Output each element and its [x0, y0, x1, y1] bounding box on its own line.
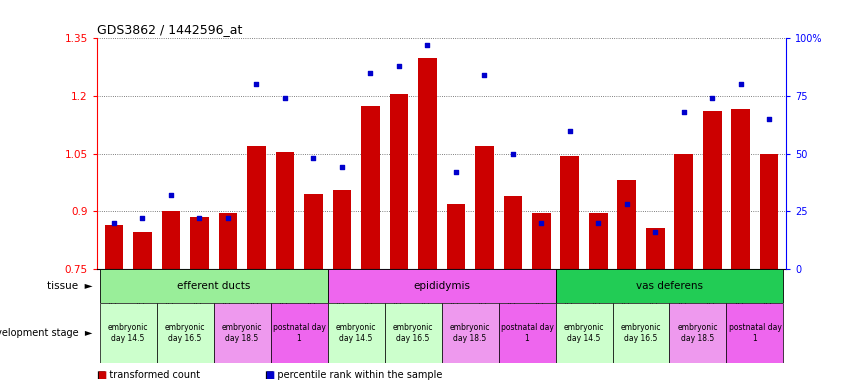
Bar — [304, 194, 323, 269]
Point — [193, 215, 206, 221]
Point — [763, 116, 776, 122]
Bar — [617, 180, 636, 269]
Point — [278, 95, 292, 101]
Text: embryonic
day 18.5: embryonic day 18.5 — [450, 323, 490, 343]
Text: vas deferens: vas deferens — [636, 281, 703, 291]
Bar — [674, 154, 693, 269]
Text: efferent ducts: efferent ducts — [177, 281, 251, 291]
Point — [420, 42, 434, 48]
Bar — [532, 213, 551, 269]
Bar — [703, 111, 722, 269]
Point — [449, 169, 463, 175]
Point — [734, 81, 748, 88]
Bar — [384, 303, 442, 363]
Bar — [214, 303, 271, 363]
Bar — [247, 146, 266, 269]
Bar — [99, 303, 156, 363]
Bar — [556, 269, 784, 303]
Bar — [156, 303, 214, 363]
Text: development stage  ►: development stage ► — [0, 328, 93, 338]
Text: tissue  ►: tissue ► — [47, 281, 93, 291]
Point — [620, 201, 633, 207]
Point — [535, 220, 548, 226]
Bar — [727, 303, 784, 363]
Point — [648, 229, 662, 235]
Bar — [327, 269, 556, 303]
Point — [363, 70, 377, 76]
Text: embryonic
day 14.5: embryonic day 14.5 — [108, 323, 148, 343]
Text: ■ percentile rank within the sample: ■ percentile rank within the sample — [265, 370, 442, 380]
Bar — [418, 58, 436, 269]
Point — [307, 155, 320, 161]
Text: postnatal day
1: postnatal day 1 — [500, 323, 553, 343]
Text: GDS3862 / 1442596_at: GDS3862 / 1442596_at — [97, 23, 242, 36]
Point — [706, 95, 719, 101]
Bar — [389, 94, 408, 269]
Bar — [447, 204, 465, 269]
Text: ■: ■ — [97, 370, 106, 380]
Point — [677, 109, 690, 115]
Point — [392, 63, 405, 69]
Bar — [646, 228, 664, 269]
Text: ■ transformed count: ■ transformed count — [97, 370, 200, 380]
Bar — [732, 109, 750, 269]
Bar — [475, 146, 494, 269]
Text: embryonic
day 18.5: embryonic day 18.5 — [222, 323, 262, 343]
Bar — [271, 303, 327, 363]
Bar — [669, 303, 727, 363]
Text: ■: ■ — [265, 370, 274, 380]
Bar — [327, 303, 384, 363]
Bar — [442, 303, 499, 363]
Bar — [760, 154, 779, 269]
Point — [591, 220, 605, 226]
Bar — [133, 232, 151, 269]
Text: embryonic
day 14.5: embryonic day 14.5 — [563, 323, 604, 343]
Text: epididymis: epididymis — [413, 281, 470, 291]
Point — [250, 81, 263, 88]
Point — [164, 192, 177, 198]
Bar — [612, 303, 669, 363]
Bar — [361, 106, 379, 269]
Point — [335, 164, 348, 170]
Bar — [219, 213, 237, 269]
Text: embryonic
day 14.5: embryonic day 14.5 — [336, 323, 376, 343]
Point — [478, 72, 491, 78]
Text: embryonic
day 16.5: embryonic day 16.5 — [165, 323, 205, 343]
Bar — [99, 269, 327, 303]
Text: embryonic
day 16.5: embryonic day 16.5 — [621, 323, 661, 343]
Point — [506, 151, 520, 157]
Bar — [276, 152, 294, 269]
Text: embryonic
day 18.5: embryonic day 18.5 — [678, 323, 718, 343]
Bar — [332, 190, 351, 269]
Bar — [556, 303, 612, 363]
Text: postnatal day
1: postnatal day 1 — [728, 323, 781, 343]
Bar — [104, 225, 123, 269]
Point — [221, 215, 235, 221]
Point — [135, 215, 149, 221]
Text: embryonic
day 16.5: embryonic day 16.5 — [393, 323, 433, 343]
Bar — [589, 213, 607, 269]
Bar — [161, 211, 180, 269]
Text: postnatal day
1: postnatal day 1 — [272, 323, 325, 343]
Bar — [190, 217, 209, 269]
Bar — [560, 156, 579, 269]
Bar — [499, 303, 556, 363]
Point — [563, 127, 576, 134]
Bar — [504, 196, 522, 269]
Point — [107, 220, 120, 226]
